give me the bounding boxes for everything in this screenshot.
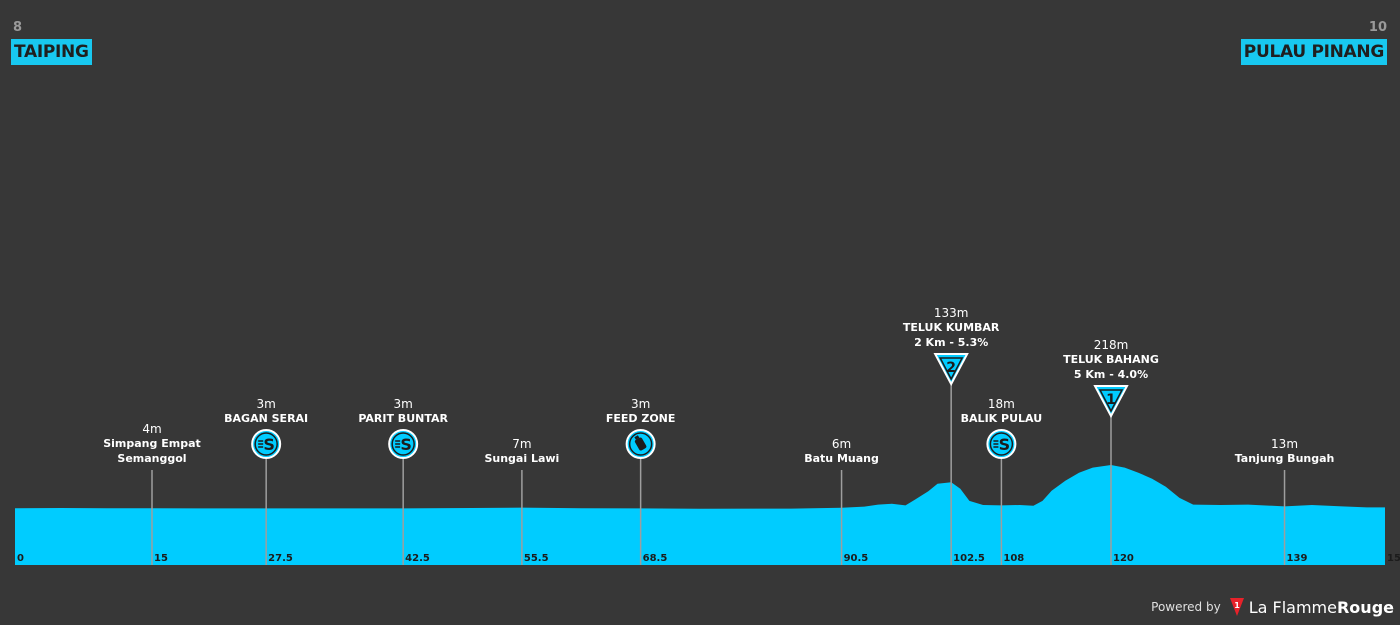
brand-name-normal: La Flamme [1248,597,1337,617]
km-tick-label: 68.5 [643,553,668,564]
start-stage-number: 8 [13,20,23,35]
brand-name: La FlammeRouge [1249,598,1394,617]
sprint-icon-ring [254,432,278,456]
km-tick-label: 27.5 [268,553,293,564]
marker-elevation: 6m [832,437,851,451]
sprint-icon-ring [989,432,1014,456]
bottle-icon-ring [628,432,653,456]
marker-name: TELUK KUMBAR [903,321,1000,334]
km-tick-label: 0 [17,553,24,564]
marker-elevation: 7m [512,437,531,451]
marker-elevation: 3m [394,397,413,411]
marker-name: Tanjung Bungah [1235,452,1335,465]
climb-cat-1-icon [1093,385,1129,419]
km-tick-label: 15 [154,553,168,564]
km-tick-label: 90.5 [844,553,869,564]
powered-by-text: Powered by [1151,600,1221,614]
climb-category-label: 2 [946,360,956,376]
km-tick-label: 108 [1003,553,1024,564]
marker-name: Sungai Lawi [484,452,559,465]
climb-cat-2-icon-inner [938,357,964,381]
marker-name: BALIK PULAU [961,412,1042,425]
km-tick-label: 42.5 [405,553,430,564]
start-city-tag: TAIPING [11,39,92,65]
climb-category-label: 1 [1106,392,1116,408]
marker-name: FEED ZONE [606,412,676,425]
sprint-icon [251,429,282,459]
marker-name: Semanggol [117,452,186,465]
sprint-letter-glyph: S [400,435,412,454]
marker-name: TELUK BAHANG [1063,353,1159,366]
marker-elevation: 4m [142,422,161,436]
marker-elevation: 3m [631,397,650,411]
km-tick-label: 102.5 [953,553,985,564]
marker-elevation: 218m [1094,338,1129,352]
finish-city-tag: PULAU PINANG [1240,39,1387,65]
marker-elevation: 13m [1271,437,1298,451]
sprint-letter-glyph: S [263,435,275,454]
bottle-body [634,437,647,451]
la-flamme-rouge-logo-icon: 1 [1229,598,1244,616]
logo-number: 1 [1234,601,1240,610]
km-tick-label: 139 [1287,553,1308,564]
km-tick-label: 150 [1387,553,1400,564]
marker-name: PARIT BUNTAR [358,412,448,425]
brand-name-bold: Rouge [1336,597,1394,617]
km-tick-label: 55.5 [524,553,549,564]
marker-elevation: 18m [988,397,1015,411]
marker-name: 2 Km - 5.3% [914,336,988,349]
marker-elevation: 3m [257,397,276,411]
marker-elevation: 133m [934,306,969,320]
marker-name: 5 Km - 4.0% [1074,368,1148,381]
marker-name: Simpang Empat [103,437,201,450]
marker-name: Batu Muang [804,452,879,465]
profile-area [15,465,1385,565]
climb-cat-1-icon-inner [1098,389,1124,413]
bottle-cap [634,435,640,440]
marker-name: BAGAN SERAI [224,412,308,425]
climb-cat-2-icon [933,353,969,387]
sprint-icon-ring [391,432,415,456]
finish-stage-number: 10 [1368,20,1387,35]
sprint-icon [986,429,1017,459]
km-tick-label: 120 [1113,553,1134,564]
sprint-icon [388,429,419,459]
sprint-letter-glyph: S [999,435,1011,454]
footer: Powered by 1 La FlammeRouge [1151,597,1394,617]
